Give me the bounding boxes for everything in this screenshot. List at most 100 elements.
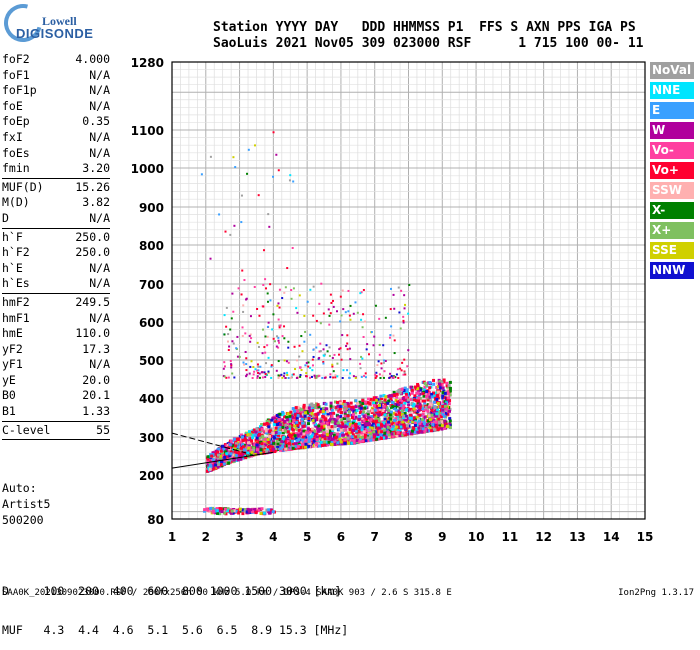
echo-point [405, 388, 409, 392]
echo-point [348, 431, 352, 435]
echo-point [323, 435, 327, 439]
echo-point [323, 437, 327, 441]
param-row: MUF(D) 15.26 [2, 180, 110, 196]
echo-point [239, 446, 243, 450]
echo-point [340, 442, 344, 446]
param-value: 1.33 [82, 404, 110, 419]
echo-point [251, 510, 255, 514]
echo-point [355, 439, 359, 443]
echo-point [307, 365, 310, 368]
echo-point [362, 428, 366, 432]
x-tick-label: 3 [235, 530, 243, 544]
echo-point [336, 408, 340, 412]
echo-point [278, 447, 282, 451]
y-tick-label: 1280 [131, 56, 164, 70]
echo-point [379, 432, 383, 436]
echo-point [390, 394, 394, 398]
echo-point [428, 426, 432, 430]
echo-point [267, 420, 271, 424]
echo-point [408, 409, 412, 413]
echo-point [293, 345, 296, 348]
echo-point [249, 315, 252, 318]
echo-point [265, 427, 269, 431]
echo-point [314, 444, 318, 448]
x-tick-label: 14 [603, 530, 620, 544]
echo-point [258, 376, 261, 379]
echo-point [266, 432, 270, 436]
echo-point [259, 452, 263, 456]
echo-point [243, 449, 247, 453]
echo-point [217, 453, 221, 457]
echo-point [396, 423, 400, 427]
echo-point [272, 313, 275, 316]
echo-point [346, 402, 350, 406]
echo-point [352, 441, 356, 445]
echo-point [241, 508, 245, 512]
echo-point [312, 403, 316, 407]
echo-point [379, 376, 382, 379]
echo-point [392, 411, 396, 415]
echo-point [309, 366, 312, 369]
echo-point [311, 433, 315, 437]
echo-point [329, 411, 333, 415]
ionogram-plot: 1 2 3 4 5 6 7 8 9 10 11 12 13 14 158020030040050060070… [131, 56, 654, 544]
echo-point [364, 424, 368, 428]
x-tick-label: 4 [269, 530, 277, 544]
echo-point [262, 511, 266, 515]
param-name: h`E [2, 260, 23, 275]
echo-point [436, 401, 440, 405]
echo-point [302, 424, 306, 428]
echo-point [426, 409, 430, 413]
echo-point [349, 408, 353, 412]
y-tick-label: 800 [139, 239, 164, 253]
echo-point [314, 424, 318, 428]
echo-point [382, 394, 386, 398]
echo-point [403, 390, 407, 394]
param-value: N/A [89, 357, 110, 372]
echo-point [417, 419, 421, 423]
echo-point [246, 438, 250, 442]
echo-point [283, 291, 286, 294]
echo-point [376, 364, 379, 367]
echo-point [240, 293, 243, 296]
echo-point [230, 459, 234, 463]
echo-point [404, 429, 408, 433]
echo-point [401, 420, 405, 424]
echo-point [232, 453, 236, 457]
echo-point [272, 337, 275, 340]
echo-point [438, 423, 442, 427]
echo-point [446, 390, 450, 394]
echo-point [387, 420, 391, 424]
echo-point [209, 257, 212, 260]
echo-point [228, 345, 231, 348]
echo-point [292, 435, 296, 439]
echo-point [446, 387, 450, 391]
echo-point [283, 445, 287, 449]
echo-point [391, 434, 395, 438]
echo-point [390, 427, 394, 431]
echo-point [229, 360, 232, 363]
echo-point [329, 438, 333, 442]
echo-point [261, 376, 264, 379]
echo-point [291, 446, 295, 450]
echo-point [210, 461, 214, 465]
x-tick-label: 12 [535, 530, 552, 544]
echo-point [360, 375, 363, 378]
echo-point [403, 371, 406, 374]
echo-point [368, 428, 372, 432]
artist-code: 500200 [2, 513, 44, 527]
echo-point [328, 426, 332, 430]
echo-point [448, 393, 452, 397]
echo-point [321, 376, 324, 379]
echo-point [354, 422, 358, 426]
echo-point [245, 357, 248, 360]
echo-point [414, 427, 418, 431]
echo-point [369, 438, 373, 442]
echo-point [435, 385, 439, 389]
echo-point [222, 447, 226, 451]
echo-point [377, 417, 381, 421]
echo-point [406, 417, 410, 421]
echo-point [365, 429, 369, 433]
echo-point [368, 402, 372, 406]
echo-point [275, 438, 279, 442]
